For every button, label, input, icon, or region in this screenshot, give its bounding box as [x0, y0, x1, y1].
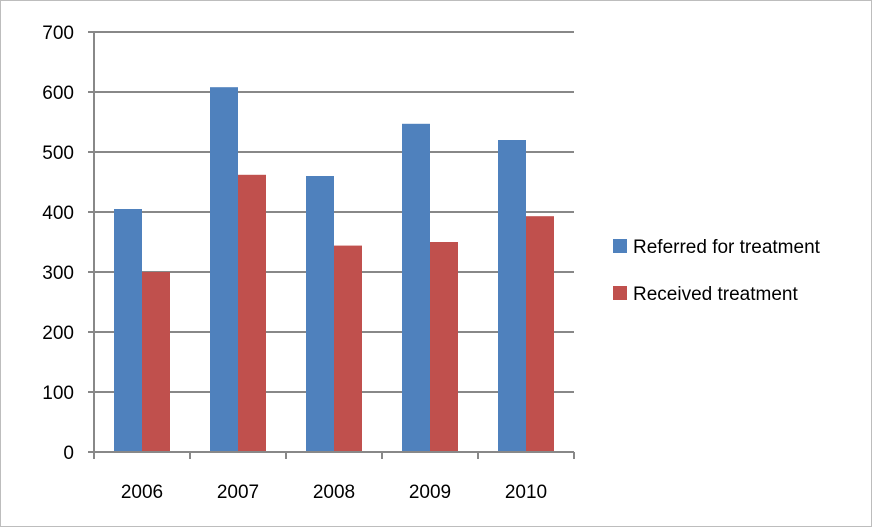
bars	[114, 87, 554, 453]
x-tick-label-2006: 2006	[121, 482, 163, 503]
x-tick-label-2010: 2010	[505, 482, 547, 503]
axes	[88, 32, 574, 453]
bar-received-2008	[334, 245, 362, 452]
bar-referred-2006	[114, 209, 142, 452]
legend-label-received: Received treatment	[633, 284, 798, 305]
bar-referred-2008	[306, 176, 334, 452]
bar-referred-2009	[402, 123, 430, 453]
y-tick-label-200: 200	[42, 323, 74, 344]
bar-referred-2007	[210, 87, 238, 452]
legend-label-referred: Referred for treatment	[633, 237, 821, 258]
legend: Referred for treatment Received treatment	[613, 237, 821, 305]
y-tick-label-300: 300	[42, 263, 74, 284]
x-axis-ticks: 2006 2007 2008 2009 2010	[93, 452, 575, 503]
x-tick-label-2008: 2008	[313, 482, 355, 503]
bar-received-2006	[142, 272, 170, 452]
y-tick-label-600: 600	[42, 83, 74, 104]
legend-swatch-received	[613, 286, 627, 300]
legend-swatch-referred	[613, 239, 627, 253]
bar-referred-2010	[498, 140, 526, 452]
x-tick-label-2009: 2009	[409, 482, 451, 503]
x-tick-label-2007: 2007	[217, 482, 259, 503]
y-tick-label-700: 700	[42, 23, 74, 44]
y-tick-label-0: 0	[63, 443, 74, 464]
bar-received-2010	[526, 216, 554, 452]
bar-received-2009	[430, 242, 458, 452]
y-tick-label-500: 500	[42, 143, 74, 164]
bar-received-2007	[238, 174, 266, 453]
y-tick-label-400: 400	[42, 203, 74, 224]
y-tick-label-100: 100	[42, 383, 74, 404]
y-axis-ticks: 0 100 200 300 400 500 600 700	[42, 23, 94, 464]
